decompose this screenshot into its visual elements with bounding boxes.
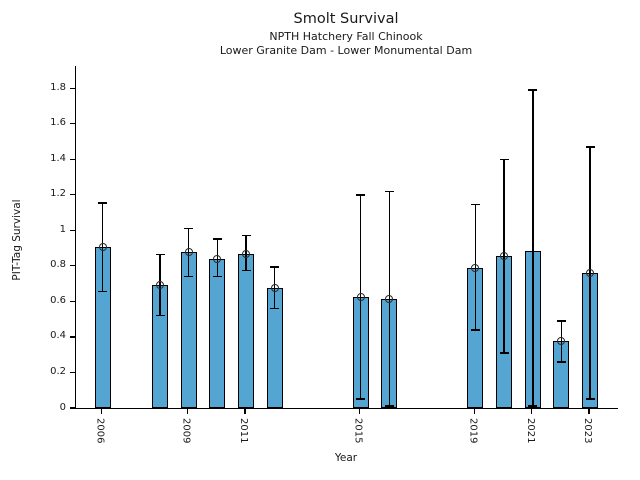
chart-subtitle-reach: Lower Granite Dam - Lower Monumental Dam (219, 44, 473, 57)
error-cap-top-2011 (241, 234, 251, 237)
y-tick-1.8 (70, 87, 75, 89)
y-tick-0.8 (70, 265, 75, 267)
y-axis-label: PIT-Tag Survival (11, 199, 23, 281)
y-tick-label-1.8: 1.8 (50, 81, 66, 93)
error-cap-bottom-2006 (98, 290, 108, 293)
marker-circle-2019 (471, 263, 480, 272)
y-tick-1.6 (70, 123, 75, 125)
y-tick-label-1.2: 1.2 (50, 188, 66, 200)
x-tick-label-2015: 2015 (352, 418, 364, 444)
error-cap-bottom-2009 (184, 275, 194, 278)
error-cap-top-2019 (470, 203, 480, 206)
marker-circle-2009 (184, 247, 193, 256)
marker-circle-2012 (270, 283, 279, 292)
x-axis-label: Year (334, 452, 358, 464)
marker-circle-2008 (156, 281, 165, 290)
y-tick-label-1.4: 1.4 (50, 152, 66, 164)
marker-circle-2006 (98, 243, 107, 252)
marker-circle-2011 (242, 249, 251, 258)
y-tick-label-0: 0 (59, 401, 66, 413)
y-tick-label-0.4: 0.4 (50, 330, 66, 342)
chart-title: Smolt Survival (293, 11, 399, 27)
y-tick-1.4 (70, 158, 75, 160)
marker-circle-2010 (213, 254, 222, 263)
error-cap-top-2009 (184, 227, 194, 230)
plot-area (75, 66, 618, 409)
error-cap-bottom-2019 (470, 329, 480, 331)
y-tick-0.2 (70, 371, 75, 374)
y-tick-1 (70, 229, 75, 231)
error-cap-top-2008 (155, 253, 165, 256)
error-cap-bottom-2020 (499, 352, 509, 354)
error-cap-bottom-2015 (356, 398, 366, 400)
x-tick-label-2009: 2009 (180, 418, 192, 444)
bar-2011 (238, 253, 255, 408)
error-cap-bottom-2008 (155, 314, 165, 317)
error-cap-bottom-2023 (585, 398, 595, 400)
y-tick-label-1.6: 1.6 (50, 117, 66, 129)
chart-subtitle-species: NPTH Hatchery Fall Chinook (269, 30, 423, 43)
error-cap-top-2012 (270, 266, 280, 268)
error-cap-top-2016 (384, 190, 394, 192)
error-cap-bottom-2021 (528, 405, 538, 407)
x-tick-2023 (588, 409, 590, 414)
error-cap-top-2021 (528, 89, 538, 91)
x-tick-label-2023: 2023 (582, 418, 594, 444)
x-tick-label-2006: 2006 (94, 418, 106, 444)
y-tick-label-0.8: 0.8 (50, 259, 66, 271)
marker-circle-2015 (356, 292, 365, 301)
y-tick-label-1: 1 (59, 223, 66, 235)
marker-circle-2016 (385, 294, 394, 303)
error-cap-bottom-2022 (556, 361, 566, 363)
x-tick-label-2011: 2011 (238, 418, 250, 444)
error-cap-bottom-2012 (270, 307, 280, 310)
error-cap-top-2015 (356, 194, 366, 196)
error-cap-bottom-2016 (384, 405, 394, 407)
y-tick-label-0.2: 0.2 (50, 365, 66, 377)
y-tick-0.6 (70, 300, 75, 302)
x-tick-label-2021: 2021 (524, 418, 536, 444)
error-bar-2021 (532, 89, 534, 407)
x-tick-2006 (101, 409, 103, 414)
error-cap-top-2020 (499, 158, 509, 161)
x-tick-2015 (359, 409, 361, 414)
marker-circle-2020 (500, 251, 509, 260)
y-tick-label-0.6: 0.6 (50, 294, 66, 306)
y-tick-1.2 (70, 194, 75, 196)
error-cap-top-2023 (585, 146, 595, 148)
marker-circle-2023 (586, 268, 595, 277)
error-cap-bottom-2011 (241, 269, 251, 272)
bar-2010 (209, 258, 226, 408)
error-cap-bottom-2010 (212, 275, 222, 278)
y-tick-0 (70, 407, 75, 409)
error-cap-top-2010 (212, 238, 222, 240)
x-tick-2019 (473, 409, 475, 414)
error-cap-top-2006 (98, 202, 108, 204)
x-tick-2009 (187, 409, 189, 414)
x-tick-2021 (531, 409, 533, 414)
error-cap-top-2022 (556, 320, 566, 322)
y-tick-0.4 (70, 336, 75, 338)
x-tick-label-2019: 2019 (467, 418, 479, 444)
marker-circle-2022 (557, 337, 566, 346)
x-tick-2011 (244, 409, 246, 414)
